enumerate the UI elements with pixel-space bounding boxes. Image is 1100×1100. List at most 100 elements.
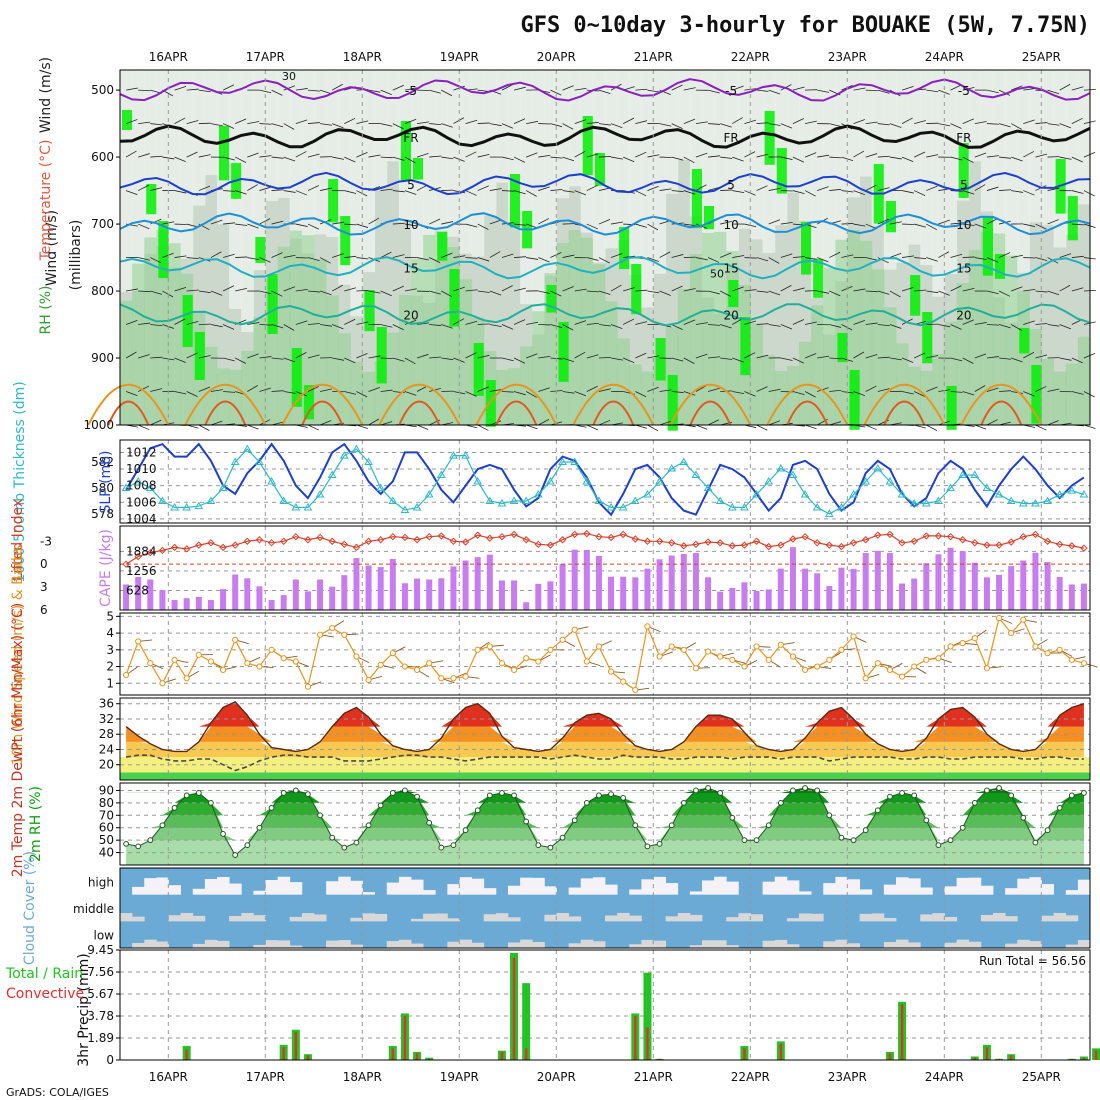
lifted-index-point (849, 539, 858, 547)
rh-saturated-patch (255, 237, 266, 263)
wind-barb (671, 254, 684, 258)
rh2m-point (486, 792, 493, 799)
wind-barb (283, 156, 296, 162)
cloud-gap (411, 879, 424, 895)
wind-barb (562, 286, 574, 292)
rh2m-point (656, 840, 663, 847)
rh2m-point (414, 793, 420, 800)
thickness-point (570, 457, 580, 466)
wind-barb (562, 357, 575, 363)
cape-bar (753, 591, 760, 610)
cape-bar (705, 577, 712, 610)
wind-barb (586, 184, 598, 191)
precip-convective-bar (900, 1004, 904, 1060)
lifted-index-point (1031, 530, 1040, 539)
wind-barb (756, 185, 768, 191)
wind-barb (501, 391, 514, 393)
wind-barb (1071, 357, 1083, 364)
cloud-gap (265, 880, 279, 895)
thickness-point (424, 489, 434, 498)
wind-barb (877, 155, 890, 158)
rh2m-point (1081, 790, 1087, 796)
wind-barb (392, 254, 405, 258)
rh2m-point (984, 787, 990, 794)
cloud-gap (786, 880, 800, 895)
cloud-gap (132, 943, 145, 948)
wind-barb (974, 424, 987, 430)
wind-barb (877, 218, 889, 225)
wind-barb (344, 190, 357, 194)
wind-barb (683, 391, 696, 396)
rh2m-point (123, 840, 129, 847)
wind-speed-point (704, 648, 712, 655)
cloud-gap (411, 918, 424, 922)
thickness-point (521, 496, 531, 504)
thickness-point (776, 464, 786, 472)
thickness-point (873, 464, 883, 472)
wind-barb (598, 356, 611, 359)
rh-moist-column (144, 237, 157, 425)
wind-barb (150, 257, 162, 264)
wind-barb (465, 289, 478, 292)
cloud-gap (726, 945, 739, 948)
wind-barb (271, 220, 284, 225)
y-tick-label: 32 (99, 712, 114, 726)
rh-saturated-patch (594, 153, 605, 186)
cloud-gap (520, 939, 533, 948)
cloud-gap (495, 913, 509, 922)
rh2m-point (741, 837, 748, 844)
wind-barb (998, 252, 1011, 258)
wind-speed-point (474, 646, 481, 653)
wind-barb (331, 284, 343, 292)
wind-speed-point (644, 623, 651, 630)
wind-barb (780, 221, 793, 225)
wind-speed-point (898, 673, 906, 680)
wind-barb (1047, 123, 1060, 126)
isotherm-line (119, 171, 1091, 196)
lifted-index-point (425, 532, 433, 541)
bottom-day-label: 23APR (828, 1070, 867, 1084)
isotherm-label: 5 (407, 178, 415, 192)
wind-barb (1023, 391, 1035, 397)
wind-barb (307, 354, 320, 359)
wind-barb (356, 190, 368, 197)
warm-contour (475, 384, 558, 426)
wind-barb (635, 190, 647, 197)
rh2m-point (292, 787, 299, 794)
wind-barb (1010, 324, 1022, 331)
wind-barb (259, 290, 272, 295)
thickness-point (994, 489, 1004, 498)
cape-bar (147, 579, 154, 610)
precip-convective-bar (282, 1047, 285, 1060)
thickness-point (194, 501, 204, 510)
wind-barb (707, 387, 720, 392)
cloud-gap (629, 944, 642, 948)
thickness-point (594, 496, 604, 504)
wind-barb (1035, 323, 1048, 325)
cape-bar (789, 547, 796, 610)
wind-barb (926, 355, 939, 359)
top-day-label: 22APR (731, 50, 770, 64)
wind-barb (307, 89, 320, 92)
hot-contour (495, 400, 538, 426)
cape-bar (559, 563, 566, 610)
lifted-index-point (146, 549, 155, 557)
cloud-gap (944, 916, 958, 922)
wind-barb (404, 156, 416, 164)
rh-saturated-patch (340, 216, 351, 266)
cape-bar (401, 583, 408, 610)
wind-barb (659, 290, 671, 296)
thickness-point (934, 496, 943, 504)
wind-barb (550, 290, 562, 297)
rh2m-point (887, 793, 893, 800)
thickness-point (279, 496, 289, 504)
wind-barb (792, 118, 804, 124)
rh-dry-column (1065, 70, 1079, 235)
wind-barb (404, 391, 417, 396)
wind-speed-point (717, 653, 724, 660)
rh-saturated-patch (1019, 328, 1030, 354)
rh2m-point (232, 852, 239, 858)
wind-barb (756, 354, 769, 359)
wind-barb (926, 257, 938, 262)
cape-bar (959, 551, 966, 610)
